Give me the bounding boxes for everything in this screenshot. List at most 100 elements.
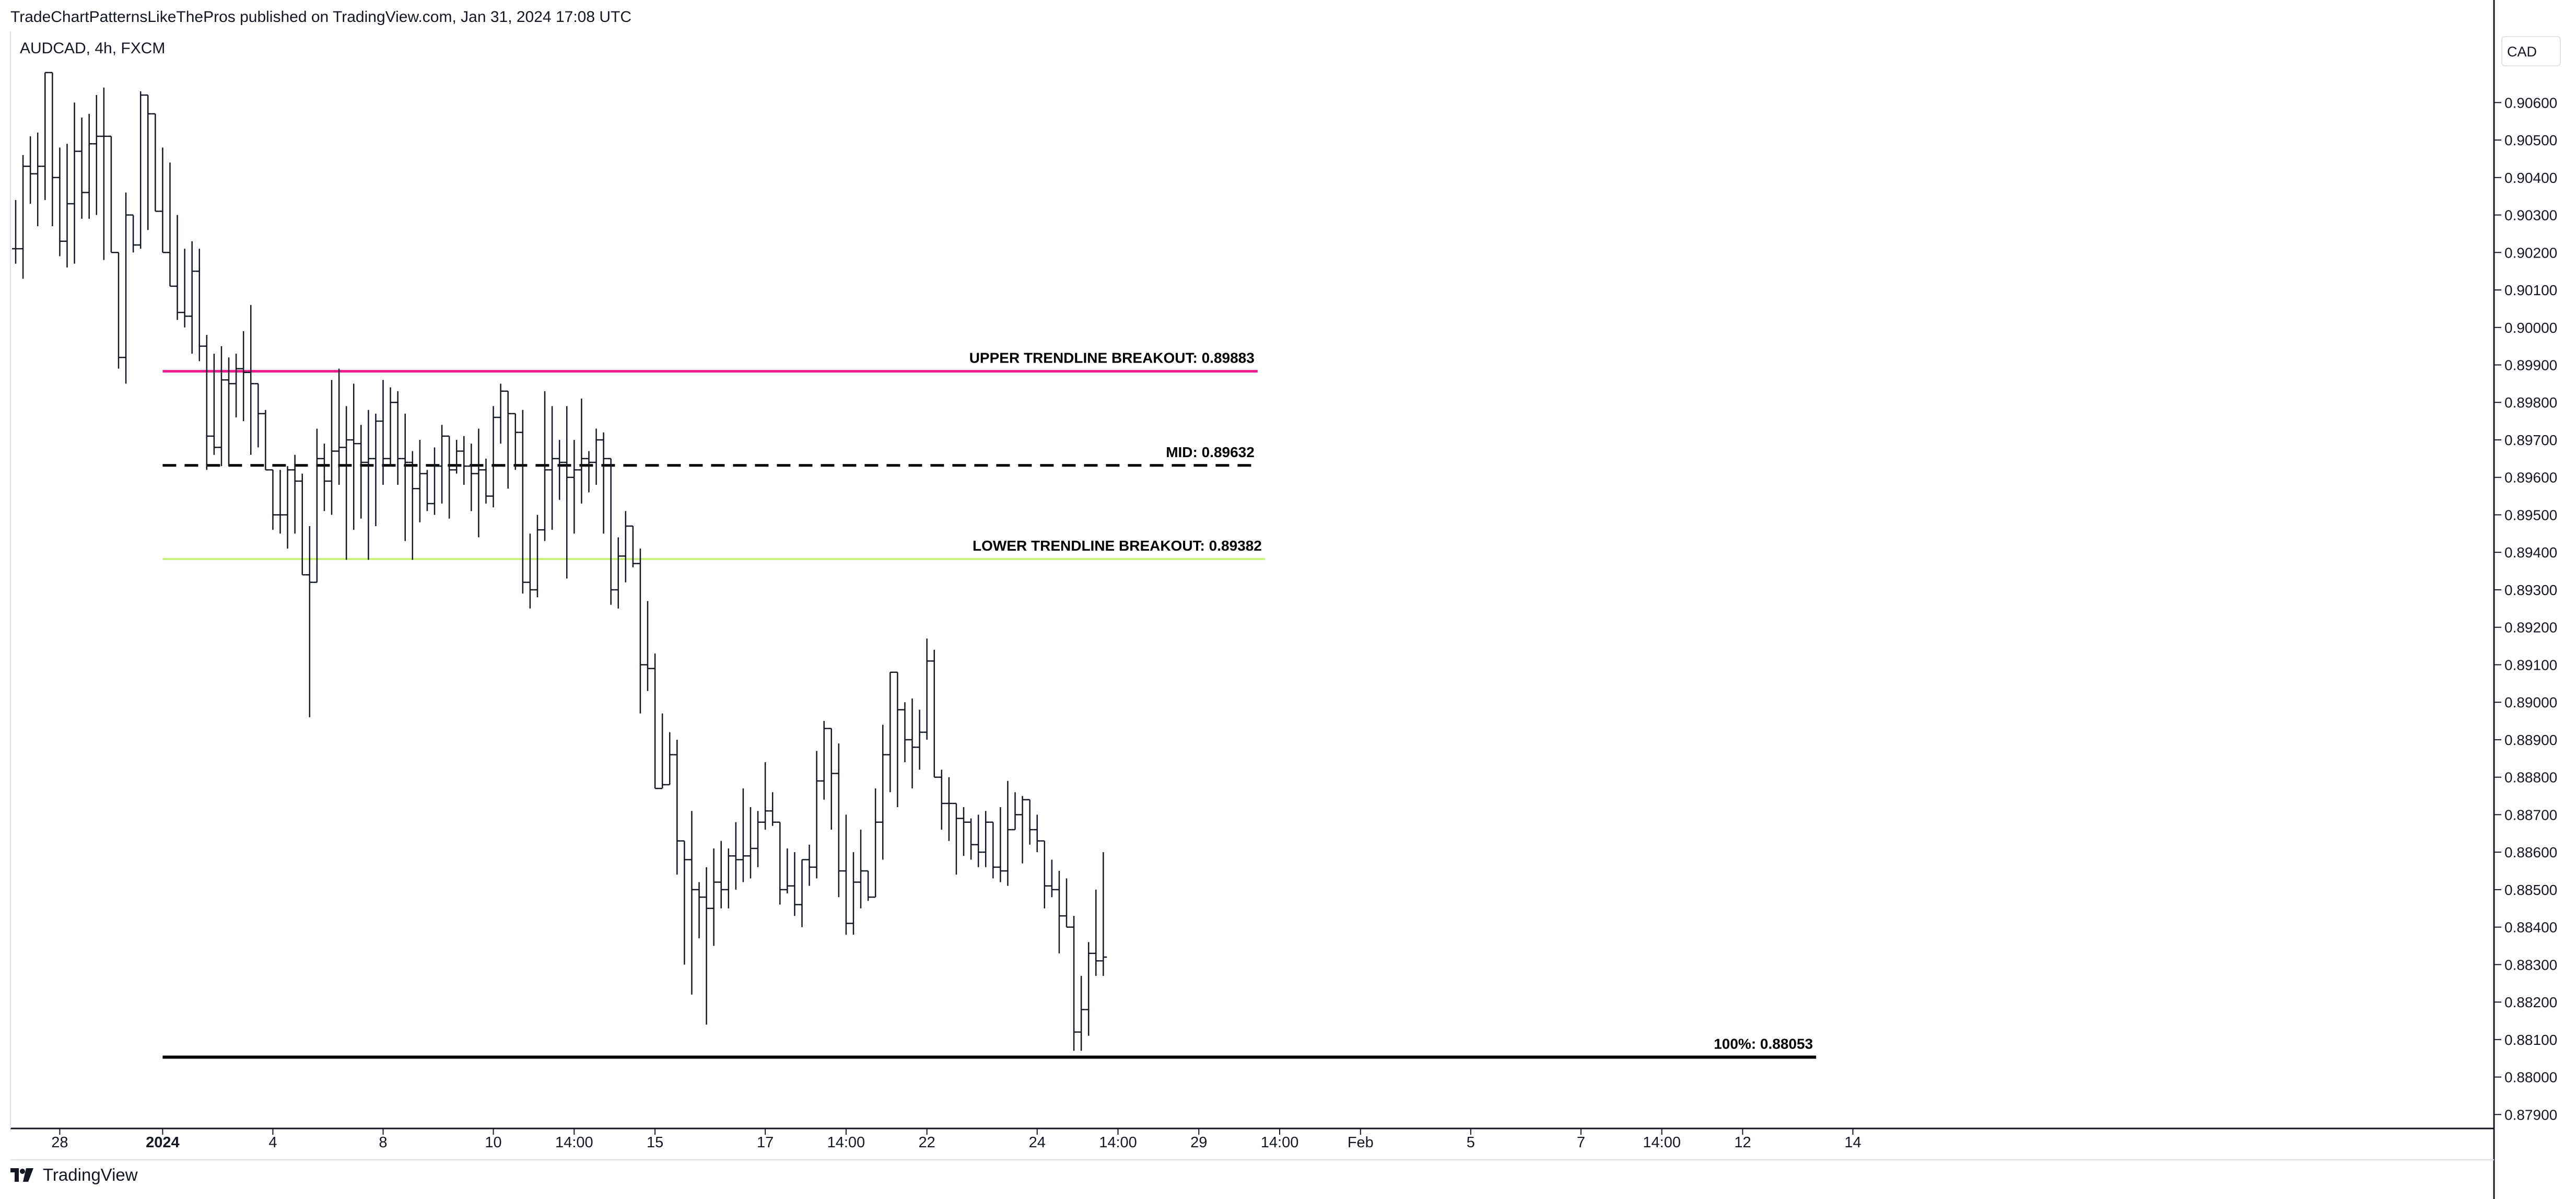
- ohlc-bar: [276, 470, 284, 534]
- x-tick-label: 10: [485, 1134, 501, 1151]
- y-tick-label: 0.90600: [2504, 95, 2557, 111]
- ohlc-bars: [12, 72, 1107, 1051]
- ohlc-bar: [724, 848, 732, 909]
- ohlc-bar: [945, 777, 953, 841]
- ohlc-bar: [989, 821, 997, 879]
- ohlc-bar: [1085, 942, 1093, 1036]
- ohlc-bar: [130, 214, 137, 253]
- ohlc-bar: [298, 473, 306, 576]
- ohlc-bar: [19, 155, 27, 279]
- ohlc-bar: [1018, 796, 1026, 864]
- ohlc-bar: [688, 811, 696, 995]
- y-tick-label: 0.88400: [2504, 919, 2557, 936]
- x-tick-label: 14:00: [1261, 1134, 1299, 1151]
- ohlc-bar: [960, 807, 968, 856]
- ohlc-bar: [1055, 870, 1063, 953]
- ohlc-bar: [842, 814, 850, 935]
- ohlc-bar: [666, 732, 674, 786]
- x-tick-label: 14:00: [1643, 1134, 1681, 1151]
- ohlc-bar: [762, 762, 769, 830]
- ohlc-bar: [930, 649, 938, 778]
- ohlc-bar: [291, 455, 299, 534]
- ohlc-bar: [144, 94, 152, 230]
- x-tick-label: 29: [1190, 1134, 1207, 1151]
- ohlc-bar: [805, 844, 813, 886]
- y-tick-label: 0.88000: [2504, 1069, 2557, 1086]
- ohlc-bar: [78, 118, 86, 219]
- ohlc-bar: [56, 147, 64, 257]
- x-tick-label: Feb: [1348, 1134, 1374, 1151]
- ohlc-bar: [592, 428, 600, 485]
- ohlc-bar: [423, 470, 431, 511]
- x-tick-label: 22: [919, 1134, 935, 1151]
- ohlc-bar: [614, 537, 622, 609]
- ohlc-bar: [284, 466, 291, 549]
- y-tick-label: 0.90200: [2504, 245, 2557, 261]
- ohlc-bar: [328, 380, 336, 515]
- currency-label: CAD: [2507, 44, 2537, 60]
- ohlc-bar: [1092, 889, 1100, 976]
- ohlc-bar: [739, 788, 747, 882]
- ohlc-bar: [475, 428, 483, 538]
- x-tick-label: 14: [1844, 1134, 1861, 1151]
- ohlc-bar: [254, 383, 262, 448]
- x-tick-label: 17: [757, 1134, 774, 1151]
- ohlc-bar: [916, 709, 923, 770]
- ohlc-bar: [313, 428, 321, 583]
- ohlc-bar: [379, 380, 387, 485]
- ohlc-bar: [453, 439, 461, 474]
- y-tick-label: 0.90500: [2504, 132, 2557, 148]
- ohlc-bar: [997, 807, 1004, 882]
- tradingview-brand[interactable]: TradingView: [10, 1165, 138, 1185]
- ohlc-bar: [365, 410, 372, 560]
- ohlc-bar: [1004, 781, 1012, 886]
- ohlc-bar: [350, 383, 358, 530]
- y-tick-label: 0.88100: [2504, 1032, 2557, 1048]
- ohlc-bar: [607, 458, 615, 605]
- ohlc-bar: [982, 811, 990, 867]
- ohlc-bar: [754, 811, 762, 867]
- ohlc-bar: [556, 439, 564, 500]
- ohlc-bar: [63, 144, 71, 267]
- y-tick-label: 0.89500: [2504, 507, 2557, 523]
- x-tick-label: 15: [647, 1134, 663, 1151]
- tradingview-brand-label: TradingView: [43, 1165, 138, 1184]
- ohlc-bar: [526, 533, 534, 609]
- ohlc-bar: [533, 515, 541, 598]
- y-tick-label: 0.88600: [2504, 844, 2557, 860]
- ohlc-bar: [901, 702, 909, 762]
- x-tick-label: 14:00: [1099, 1134, 1137, 1151]
- ohlc-bar: [225, 357, 233, 467]
- ohlc-bar: [570, 439, 578, 534]
- ohlc-bar: [122, 192, 130, 384]
- ohlc-bar: [335, 368, 343, 485]
- y-tick-label: 0.90400: [2504, 170, 2557, 186]
- tradingview-logo-icon: [10, 1168, 33, 1182]
- ohlc-bar: [203, 335, 210, 470]
- y-tick-label: 0.88200: [2504, 994, 2557, 1010]
- y-tick-label: 0.90300: [2504, 207, 2557, 224]
- y-tick-label: 0.88500: [2504, 882, 2557, 898]
- y-tick-label: 0.88300: [2504, 957, 2557, 973]
- ohlc-bar: [408, 451, 416, 560]
- ohlc-bar: [1063, 878, 1071, 928]
- ohlc-bar: [894, 671, 901, 808]
- y-tick-label: 0.89700: [2504, 432, 2557, 448]
- currency-badge[interactable]: CAD: [2501, 36, 2561, 66]
- ohlc-bar: [1033, 814, 1041, 853]
- y-tick-label: 0.89200: [2504, 620, 2557, 636]
- ohlc-bar: [262, 410, 270, 471]
- ohlc-bar: [151, 113, 159, 212]
- ohlc-bar: [849, 852, 857, 935]
- y-tick-label: 0.89900: [2504, 357, 2557, 373]
- ohlc-bar: [681, 840, 688, 965]
- ohlc-bar: [644, 601, 652, 691]
- ohlc-bar: [372, 413, 380, 526]
- ohlc-bar: [585, 451, 593, 493]
- x-tick-label: 28: [51, 1134, 68, 1151]
- y-tick-label: 0.89300: [2504, 582, 2557, 598]
- ohlc-bar: [320, 444, 328, 511]
- x-tick-label: 4: [268, 1134, 277, 1151]
- ohlc-bar: [783, 848, 791, 894]
